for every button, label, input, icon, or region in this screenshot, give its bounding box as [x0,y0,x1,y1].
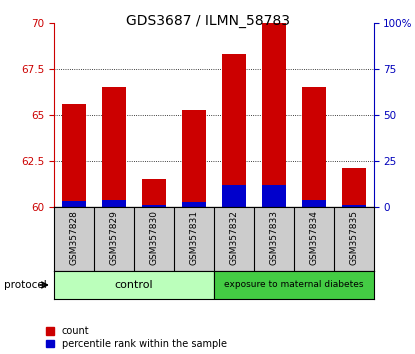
Bar [62,104,86,207]
Bar [182,201,206,207]
Bar [222,185,246,207]
Text: GSM357833: GSM357833 [269,210,278,265]
Bar [102,200,126,207]
Bar [342,169,366,207]
Text: GSM357830: GSM357830 [149,210,158,265]
Bar [302,87,326,207]
Text: GSM357834: GSM357834 [309,210,318,265]
Bar [342,205,366,207]
Text: GSM357829: GSM357829 [110,210,118,265]
Bar [214,271,374,299]
Bar [142,205,166,207]
Bar [222,54,246,207]
Bar [142,179,166,207]
Legend: count, percentile rank within the sample: count, percentile rank within the sample [46,326,227,349]
Text: GDS3687 / ILMN_58783: GDS3687 / ILMN_58783 [125,14,290,28]
Text: GSM357835: GSM357835 [349,210,358,265]
Bar [262,23,286,207]
Bar [62,201,86,207]
Text: exposure to maternal diabetes: exposure to maternal diabetes [224,280,364,290]
Bar [262,185,286,207]
Bar [182,109,206,207]
Text: GSM357832: GSM357832 [229,210,238,265]
Bar [54,271,214,299]
Text: protocol: protocol [4,280,47,290]
Bar [302,200,326,207]
Text: GSM357831: GSM357831 [189,210,198,265]
Text: GSM357828: GSM357828 [69,210,78,265]
Text: control: control [115,280,153,290]
Bar [102,87,126,207]
